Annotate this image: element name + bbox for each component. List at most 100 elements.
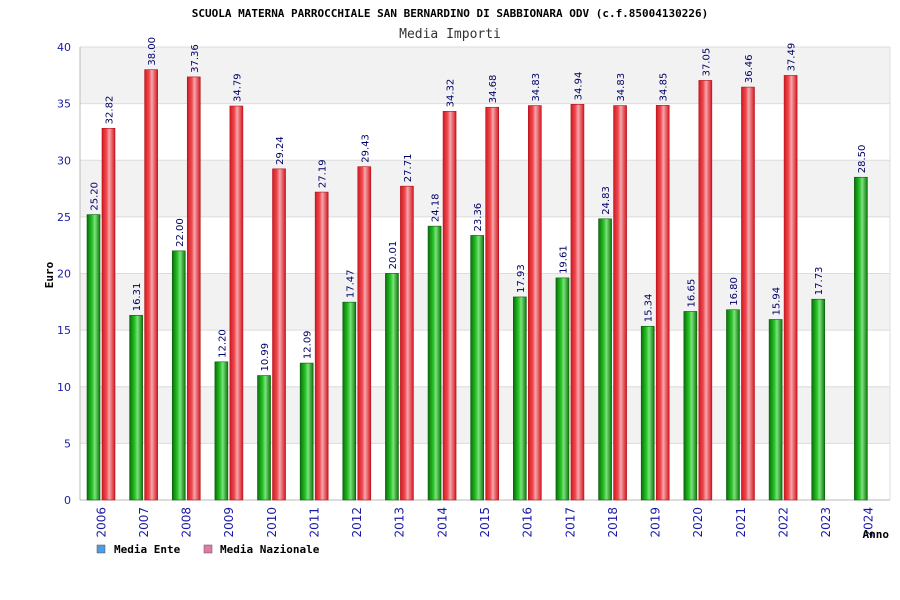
- value-label: 12.20: [217, 329, 228, 358]
- bar-media-nazionale: [655, 105, 670, 501]
- bar-media-nazionale: [229, 105, 244, 501]
- bar-media-nazionale: [741, 86, 755, 501]
- bar-media-ente: [768, 319, 783, 501]
- x-tick-label: 2010: [265, 507, 279, 538]
- value-label: 29.43: [360, 134, 371, 163]
- bar-media-nazionale: [314, 191, 329, 501]
- value-labels-group: 25.20 32.82 16.31 38.00 22.00 37.36 12.20 34.79…: [90, 37, 868, 372]
- y-tick-label: 30: [57, 154, 71, 167]
- bar-media-nazionale: [186, 76, 201, 501]
- value-label: 27.19: [318, 159, 329, 188]
- x-tick-label: 2021: [734, 507, 748, 538]
- y-axis-label: Euro: [43, 261, 56, 288]
- x-tick-label: 2017: [563, 507, 577, 538]
- legend-swatch-media-nazionale: [203, 544, 213, 554]
- bar-media-ente: [342, 301, 357, 501]
- plot-band: [80, 216, 890, 274]
- value-label: 34.83: [616, 73, 627, 102]
- x-tick-label: 2023: [819, 507, 833, 538]
- value-label: 27.71: [403, 154, 414, 183]
- y-tick-label: 20: [57, 268, 71, 281]
- x-tick-label: 2013: [393, 507, 407, 538]
- bar-media-nazionale: [101, 128, 116, 501]
- y-tick-label: 15: [57, 324, 71, 337]
- x-tick-label: 2008: [180, 507, 194, 538]
- bar-media-ente: [683, 311, 698, 501]
- y-tick-label: 10: [57, 381, 71, 394]
- x-tick-label: 2014: [435, 507, 449, 538]
- legend-swatch-media-ente: [96, 544, 106, 554]
- bar-media-ente: [129, 314, 143, 501]
- bar-media-ente: [811, 298, 826, 501]
- y-tick-label: 25: [57, 211, 71, 224]
- value-label: 15.94: [772, 287, 783, 316]
- y-axis-ticks: 0 5 10 15 20 25 30 35 40: [57, 41, 71, 507]
- bar-media-ente: [726, 309, 740, 501]
- value-label: 20.01: [388, 241, 399, 270]
- bar-media-ente: [598, 218, 612, 501]
- legend: Media Ente Media Nazionale: [96, 543, 320, 556]
- plot-band: [80, 160, 890, 217]
- bar-media-ente: [171, 250, 186, 501]
- value-label: 17.93: [516, 264, 527, 293]
- x-tick-label: 2016: [521, 507, 535, 538]
- bar-media-nazionale: [485, 106, 499, 501]
- value-label: 25.20: [90, 182, 101, 211]
- value-label: 37.05: [701, 48, 712, 77]
- chart-subtitle: Media Importi: [399, 27, 501, 42]
- value-label: 23.36: [473, 203, 484, 232]
- value-label: 24.18: [431, 194, 442, 223]
- value-label: 34.83: [531, 73, 542, 102]
- value-label: 12.09: [303, 330, 314, 359]
- bar-media-ente: [640, 325, 655, 501]
- plot-band: [80, 103, 890, 161]
- value-label: 16.65: [686, 279, 697, 308]
- x-tick-label: 2006: [94, 507, 108, 538]
- bar-media-ente: [513, 296, 527, 501]
- value-label: 17.73: [814, 267, 825, 296]
- bar-media-ente: [214, 361, 229, 501]
- bar-media-nazionale: [613, 105, 627, 501]
- x-tick-label: 2020: [691, 507, 705, 538]
- value-label: 34.32: [446, 79, 457, 108]
- value-label: 28.50: [857, 145, 868, 174]
- x-tick-label: 2019: [649, 507, 663, 538]
- value-label: 34.85: [659, 73, 670, 102]
- legend-label-media-nazionale: Media Nazionale: [220, 543, 320, 556]
- value-label: 24.83: [601, 186, 612, 215]
- bar-media-ente: [257, 375, 271, 501]
- value-label: 37.49: [787, 43, 798, 72]
- bar-media-nazionale: [783, 75, 798, 501]
- bar-media-nazionale: [698, 80, 713, 501]
- bars-group: [86, 69, 868, 501]
- bar-media-nazionale: [570, 104, 585, 501]
- plot-band: [80, 47, 890, 104]
- value-label: 16.31: [132, 283, 143, 312]
- x-tick-label: 2024: [862, 507, 876, 538]
- plot-background: [79, 46, 891, 501]
- value-label: 15.34: [644, 294, 655, 323]
- value-label: 34.68: [488, 75, 499, 104]
- y-tick-label: 40: [57, 41, 71, 54]
- bar-media-ente: [385, 273, 399, 501]
- y-tick-label: 5: [64, 437, 71, 450]
- bar-media-nazionale: [144, 69, 158, 501]
- plot-band: [80, 330, 890, 387]
- value-label: 16.80: [729, 277, 740, 306]
- x-axis-ticks: 2006 2007 2008 2009 2010 2011 2012 2013 2014 2015…: [94, 507, 875, 538]
- value-label: 32.82: [105, 96, 116, 125]
- bar-media-ente: [555, 277, 570, 501]
- x-tick-label: 2022: [776, 507, 790, 538]
- value-label: 37.36: [190, 44, 201, 73]
- chart-title: SCUOLA MATERNA PARROCCHIALE SAN BERNARDI…: [192, 7, 709, 20]
- x-tick-label: 2015: [478, 507, 492, 538]
- plot-band: [80, 443, 890, 500]
- x-tick-label: 2011: [307, 507, 321, 538]
- value-label: 34.94: [573, 72, 584, 101]
- bar-media-ente: [427, 225, 442, 501]
- bar-media-ente: [299, 362, 314, 501]
- plot-band: [80, 386, 890, 444]
- legend-label-media-ente: Media Ente: [114, 543, 181, 556]
